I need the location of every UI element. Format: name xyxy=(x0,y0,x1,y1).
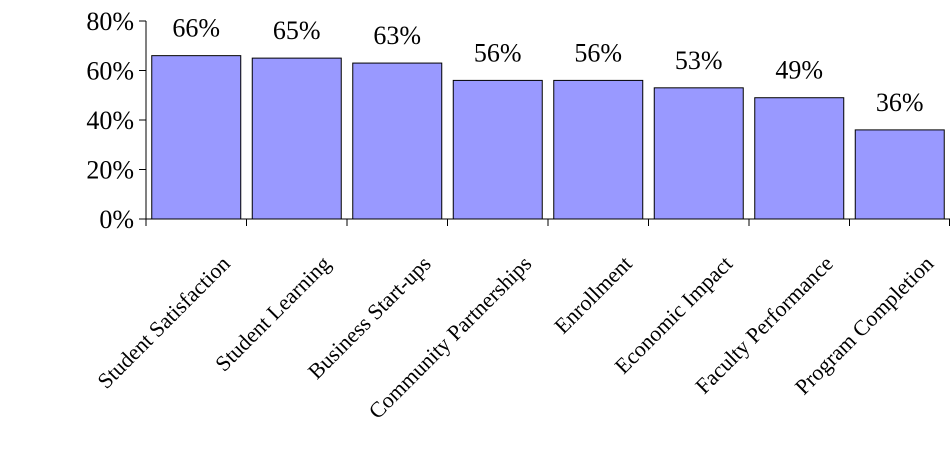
data-label: 56% xyxy=(574,38,622,67)
y-tick-label: 80% xyxy=(86,7,134,36)
bars xyxy=(151,55,945,220)
x-category-label: Enrollment xyxy=(549,251,637,339)
bar-economic-impact xyxy=(653,87,744,220)
y-tick-label: 60% xyxy=(86,57,134,86)
data-label: 65% xyxy=(273,16,321,45)
bar-program-completion xyxy=(854,129,945,220)
y-tick-label: 20% xyxy=(86,156,134,185)
y-axis: 0% 20% 40% 60% 80% xyxy=(86,7,147,234)
data-label: 53% xyxy=(675,46,723,75)
data-label: 49% xyxy=(775,56,823,85)
bar-student-satisfaction xyxy=(151,55,242,220)
bar-faculty-performance xyxy=(754,97,845,220)
bar-enrollment xyxy=(553,79,644,220)
data-label: 66% xyxy=(172,14,220,43)
x-category-label: Community Partnerships xyxy=(363,251,536,424)
bar-community-partnerships xyxy=(452,79,543,220)
bar-business-start-ups xyxy=(352,62,443,220)
x-category-label: Student Satisfaction xyxy=(92,251,235,394)
bar-student-learning xyxy=(251,57,342,220)
data-label: 56% xyxy=(474,38,522,67)
data-labels: 66% 65% 63% 56% 56% 53% 49% 36% xyxy=(172,14,923,117)
y-tick-label: 0% xyxy=(99,205,134,234)
data-label: 63% xyxy=(373,21,421,50)
y-tick-label: 40% xyxy=(86,106,134,135)
data-label: 36% xyxy=(876,88,924,117)
